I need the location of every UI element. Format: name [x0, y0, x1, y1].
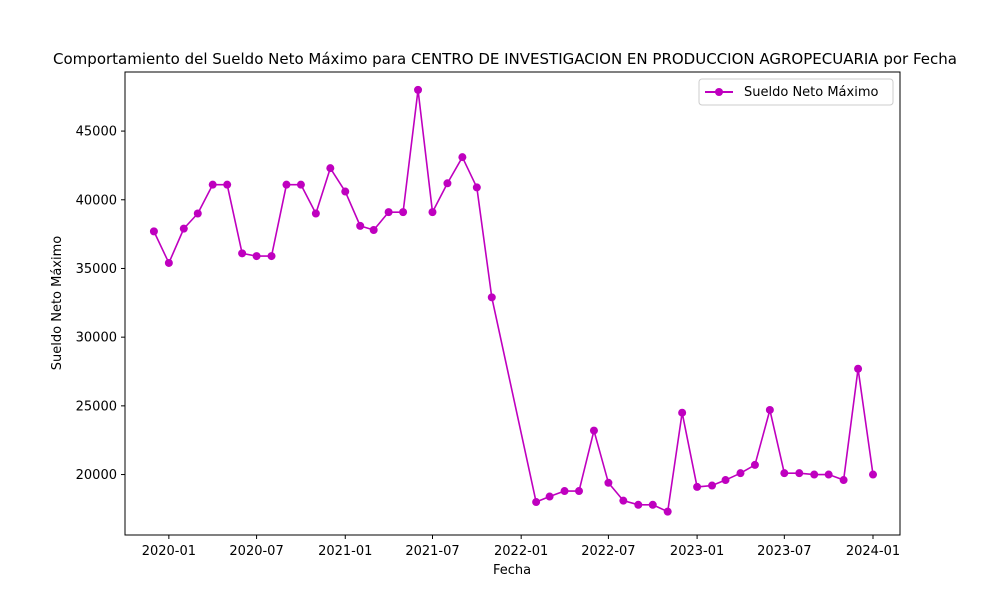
data-point — [545, 492, 554, 501]
data-point — [824, 470, 833, 479]
y-axis-label: Sueldo Neto Máximo — [50, 236, 65, 370]
x-tick-label: 2022-07 — [581, 544, 635, 559]
data-point — [414, 85, 423, 94]
x-tick-label: 2021-01 — [318, 544, 372, 559]
data-point — [164, 258, 173, 267]
data-point — [678, 408, 687, 417]
data-point — [795, 469, 804, 478]
data-point — [193, 209, 202, 218]
x-tick-label: 2024-01 — [846, 544, 900, 559]
data-point — [384, 208, 393, 217]
data-point — [428, 208, 437, 217]
x-tick-label: 2021-07 — [405, 544, 459, 559]
data-point — [223, 180, 232, 189]
data-point — [252, 252, 261, 261]
data-point — [326, 164, 335, 173]
data-point — [296, 180, 305, 189]
data-point — [282, 180, 291, 189]
data-point — [487, 293, 496, 302]
data-point — [179, 224, 188, 233]
y-axis: 20000 25000 30000 35000 40000 45000 — [76, 125, 125, 483]
data-point — [267, 252, 276, 261]
data-point — [208, 180, 217, 189]
data-point — [560, 487, 569, 496]
y-tick-label: 25000 — [76, 399, 117, 414]
x-tick-label: 2023-07 — [757, 544, 811, 559]
data-point — [854, 364, 863, 373]
y-tick-label: 30000 — [76, 331, 117, 346]
data-point — [708, 481, 717, 490]
x-tick-label: 2020-01 — [142, 544, 196, 559]
data-point — [780, 469, 789, 478]
legend: Sueldo Neto Máximo — [698, 78, 894, 106]
data-point — [472, 183, 481, 192]
data-point — [663, 507, 672, 516]
x-axis-label: Fecha — [493, 563, 531, 578]
legend-box — [698, 78, 894, 106]
plot-frame — [124, 71, 901, 536]
data-point — [589, 426, 598, 435]
data-point — [619, 496, 628, 505]
chart-title: Comportamiento del Sueldo Neto Máximo pa… — [53, 50, 957, 68]
y-tick-label: 35000 — [76, 262, 117, 277]
data-point — [341, 187, 350, 196]
x-tick-label: 2020-07 — [229, 544, 283, 559]
data-point — [721, 476, 730, 485]
data-point — [839, 476, 848, 485]
x-tick-label: 2023-01 — [670, 544, 724, 559]
y-tick-label: 45000 — [76, 125, 117, 140]
data-point — [399, 208, 408, 217]
data-point — [750, 460, 759, 469]
data-point — [575, 487, 584, 496]
data-point — [356, 221, 365, 230]
data-point — [604, 478, 613, 487]
data-point — [532, 498, 541, 507]
x-axis: 2020-01 2020-07 2021-01 2021-07 2022-01 2022-… — [142, 535, 900, 559]
legend-label: Sueldo Neto Máximo — [744, 85, 878, 100]
data-point — [869, 470, 878, 479]
data-point — [693, 482, 702, 491]
x-tick-label: 2022-01 — [494, 544, 548, 559]
data-point — [648, 500, 657, 509]
plot-area — [149, 85, 878, 516]
y-tick-label: 20000 — [76, 468, 117, 483]
data-point — [458, 153, 467, 162]
data-point — [810, 470, 819, 479]
legend-marker — [715, 88, 723, 96]
data-point — [238, 249, 247, 258]
data-point — [311, 209, 320, 218]
data-point — [369, 226, 378, 234]
data-point — [149, 227, 158, 236]
data-point — [634, 500, 643, 509]
data-point — [736, 469, 745, 478]
y-tick-label: 40000 — [76, 193, 117, 208]
data-point — [443, 179, 452, 188]
data-point — [765, 405, 774, 414]
